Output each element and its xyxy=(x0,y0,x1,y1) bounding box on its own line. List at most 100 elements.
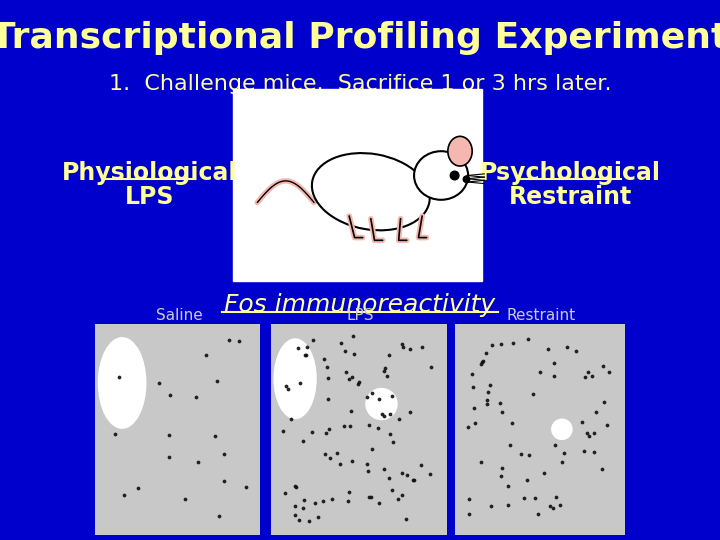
Point xyxy=(466,369,477,378)
Point xyxy=(597,465,608,474)
Point xyxy=(468,403,480,412)
Point xyxy=(586,372,598,380)
Point xyxy=(404,408,415,416)
Point xyxy=(218,449,230,458)
Point xyxy=(292,344,303,353)
Point xyxy=(589,448,600,456)
Point xyxy=(518,494,530,502)
Point xyxy=(379,363,390,372)
Point xyxy=(481,400,492,408)
Point xyxy=(289,482,300,490)
Point xyxy=(558,449,570,457)
Point xyxy=(542,345,554,353)
Point xyxy=(392,495,404,503)
Point xyxy=(463,495,474,503)
Point xyxy=(522,334,534,343)
Point xyxy=(343,374,355,383)
Point xyxy=(343,496,354,505)
Point xyxy=(163,431,175,440)
Point xyxy=(233,336,244,345)
Point xyxy=(539,469,550,478)
Point xyxy=(477,357,488,366)
Point xyxy=(535,368,546,377)
Point xyxy=(153,379,165,387)
Point xyxy=(597,362,608,370)
Point xyxy=(475,360,487,369)
Point xyxy=(345,421,356,430)
Point xyxy=(345,406,356,415)
Point xyxy=(487,341,498,349)
Point xyxy=(387,485,398,494)
Point xyxy=(372,424,384,433)
Point xyxy=(426,362,437,371)
Point xyxy=(547,503,559,512)
Point xyxy=(312,512,323,521)
Point xyxy=(297,436,309,445)
Text: Restraint: Restraint xyxy=(509,185,632,209)
Point xyxy=(339,346,351,355)
Point xyxy=(219,477,230,485)
Point xyxy=(485,502,497,510)
Point xyxy=(321,363,333,372)
Point xyxy=(324,454,336,463)
Point xyxy=(303,517,315,525)
Point xyxy=(301,351,312,360)
Point xyxy=(397,339,408,348)
Point xyxy=(576,418,588,427)
Point xyxy=(289,511,301,519)
Point xyxy=(383,350,395,359)
Point xyxy=(583,432,595,441)
Point xyxy=(598,398,610,407)
Point xyxy=(603,368,615,376)
Point xyxy=(364,421,375,430)
Point xyxy=(416,342,428,351)
Point xyxy=(495,471,506,480)
Point xyxy=(502,481,513,490)
Point xyxy=(548,372,559,381)
Point xyxy=(467,382,479,391)
Point xyxy=(338,422,350,431)
Point xyxy=(343,487,355,496)
Point xyxy=(362,467,374,475)
Point xyxy=(505,441,516,449)
Point xyxy=(163,453,174,461)
Point xyxy=(550,493,562,502)
Point xyxy=(376,410,387,418)
Point xyxy=(327,495,338,503)
Point xyxy=(516,450,527,458)
Text: Saline: Saline xyxy=(156,308,202,323)
Circle shape xyxy=(551,418,572,440)
Point xyxy=(223,336,235,345)
Point xyxy=(378,367,390,375)
Point xyxy=(294,379,305,387)
Point xyxy=(335,460,346,468)
Text: Fos immunoreactivity: Fos immunoreactivity xyxy=(225,293,495,317)
Point xyxy=(480,349,492,357)
Point xyxy=(408,476,419,484)
Point xyxy=(384,410,395,418)
Circle shape xyxy=(365,388,397,420)
Point xyxy=(332,449,343,457)
Point xyxy=(384,430,396,438)
Point xyxy=(554,501,565,509)
Point xyxy=(549,441,561,449)
Point xyxy=(213,511,225,520)
Point xyxy=(294,515,305,524)
Point xyxy=(309,499,320,508)
Point xyxy=(297,504,309,512)
Point xyxy=(132,484,144,492)
Text: Psychological: Psychological xyxy=(480,161,662,185)
Point xyxy=(281,382,292,391)
Point xyxy=(317,496,328,505)
Point xyxy=(578,447,590,455)
Point xyxy=(503,500,514,509)
Point xyxy=(320,428,332,437)
Point xyxy=(532,510,544,519)
Point xyxy=(495,340,506,349)
Point xyxy=(363,493,374,502)
Point xyxy=(298,496,310,505)
Point xyxy=(581,429,593,437)
Point xyxy=(394,415,405,423)
Ellipse shape xyxy=(98,337,146,429)
Point xyxy=(346,373,358,381)
